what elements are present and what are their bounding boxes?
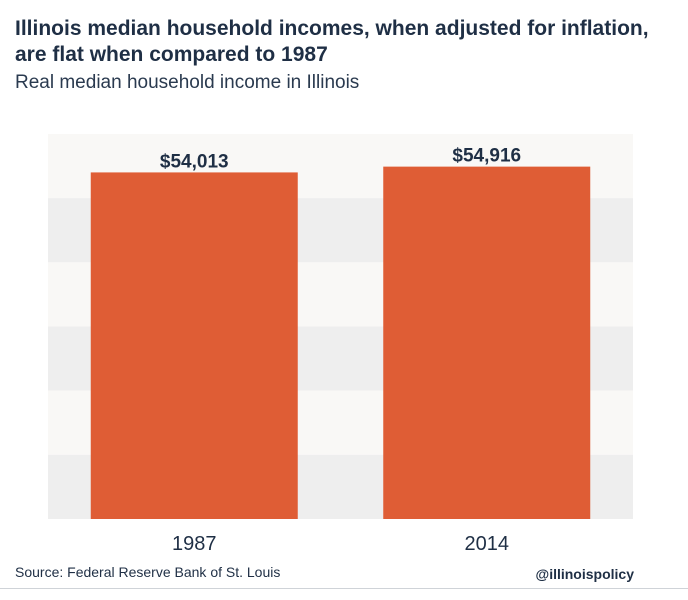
category-labels: 1987 2014 — [172, 533, 509, 555]
value-label: $54,916 — [452, 146, 521, 167]
bar-chart: $54,013 $54,916 1987 2014 — [48, 145, 633, 555]
value-labels: $54,013 $54,916 — [160, 146, 521, 173]
value-label: $54,013 — [160, 151, 229, 172]
social-handle: @illinoispolicy — [535, 566, 634, 582]
chart-title: Illinois median household incomes, when … — [15, 17, 649, 66]
bar-2014 — [383, 166, 591, 520]
category-label: 2014 — [465, 533, 510, 555]
footer-divider — [0, 588, 688, 589]
bar-1987 — [90, 172, 298, 520]
category-label: 1987 — [172, 533, 217, 555]
chart-subtitle: Real median household income in Illinois — [15, 72, 360, 93]
bar-series — [90, 166, 591, 520]
source-note: Source: Federal Reserve Bank of St. Loui… — [15, 564, 281, 580]
